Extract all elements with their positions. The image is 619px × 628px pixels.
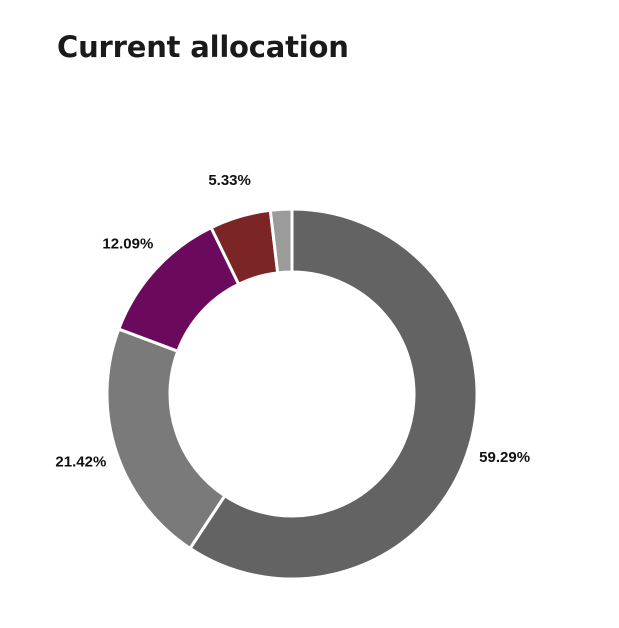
donut-slice-0	[188, 207, 479, 581]
donut-slice-1	[105, 327, 227, 550]
slice-label-0: 59.29%	[479, 449, 530, 466]
donut-labels: 59.29% 21.42% 12.09% 5.33%	[55, 172, 530, 471]
slice-label-2: 12.09%	[102, 236, 153, 253]
donut-slices	[105, 207, 479, 581]
chart-title: Current allocation	[57, 30, 349, 64]
slice-label-1: 21.42%	[55, 454, 106, 471]
donut-slice-4	[268, 207, 294, 275]
slice-label-3: 5.33%	[208, 172, 251, 189]
